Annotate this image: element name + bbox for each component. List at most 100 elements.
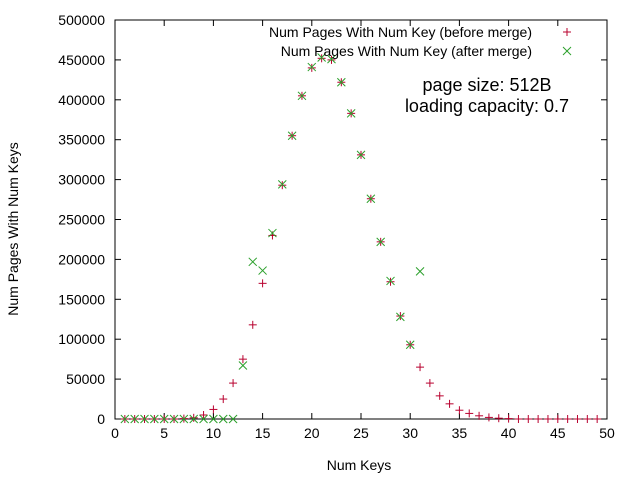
x-tick-label: 5 [160,425,168,441]
annotation-page-size: page size: 512B [422,75,551,95]
legend-marker-before-merge [563,28,571,36]
x-tick-label: 30 [402,425,418,441]
data-point [297,91,307,101]
data-point [307,62,317,72]
data-point [258,266,267,275]
y-tick-label: 500000 [58,12,105,28]
data-point [248,257,258,267]
x-tick-label: 20 [304,425,320,441]
data-point [159,414,169,424]
data-point [268,228,277,238]
series-layer [120,53,602,424]
data-point [307,63,316,72]
x-tick-label: 15 [255,425,271,441]
data-point [189,413,198,422]
data-point [386,277,395,286]
data-point [543,415,552,423]
data-point [189,414,199,424]
legend-marker-after-merge [562,46,572,56]
legend-marker-plus [563,28,571,36]
data-point [366,194,376,204]
x-tick-label: 50 [599,425,615,441]
y-tick-label: 450000 [58,52,105,68]
data-point [504,414,513,423]
axis-ticks [114,19,608,420]
data-point [445,399,454,408]
data-point [563,415,572,423]
legend-label-after-merge: Num Pages With Num Key (after merge) [281,43,532,59]
data-point [130,414,140,424]
data-point [475,411,484,420]
x-tick-label: 35 [452,425,468,441]
tick-labels: 0 5 10 15 20 25 30 35 40 45 50 0 50000 100000 150000 20… [58,12,615,441]
data-point [248,320,257,329]
data-point [278,181,287,190]
x-tick-label: 45 [550,425,566,441]
y-tick-label: 200000 [58,251,105,267]
annotation-loading-capacity: loading capacity: 0.7 [405,96,569,116]
series-after-merge [120,53,425,424]
data-point [514,415,523,423]
data-point [169,414,179,424]
data-point [120,414,130,424]
legend-label-before-merge: Num Pages With Num Key (before merge) [269,24,532,40]
y-axis-title: Num Pages With Num Keys [5,142,21,316]
data-point [573,415,582,423]
data-point [327,54,336,64]
data-point [238,355,247,364]
data-point [386,276,395,286]
data-point [376,237,386,247]
data-point [524,415,533,423]
data-point [238,361,248,370]
data-point [405,340,415,350]
data-point [199,411,208,420]
data-point [593,415,602,423]
data-point [416,363,425,372]
data-point [287,131,297,141]
x-axis-title: Num Keys [327,457,392,473]
data-point [336,77,346,87]
x-tick-label: 40 [501,425,517,441]
data-point [484,413,493,422]
y-tick-label: 300000 [58,172,105,188]
data-point [534,415,543,423]
x-tick-label: 10 [206,425,222,441]
data-point [277,180,287,189]
data-point [396,312,405,321]
data-point [435,391,444,400]
data-point [396,312,405,322]
data-point [218,414,228,424]
data-point [140,414,149,424]
y-tick-label: 400000 [58,92,105,108]
data-point [425,379,434,388]
data-point [219,395,228,404]
legend: Num Pages With Num Key (before merge) Nu… [269,24,572,59]
x-tick-label: 25 [353,425,369,441]
data-point [229,379,238,388]
data-point [494,414,503,423]
x-tick-label: 0 [111,425,119,441]
data-point [327,55,336,64]
data-point [179,414,189,424]
y-tick-label: 100000 [58,331,105,347]
y-tick-label: 0 [97,411,105,427]
data-point [199,414,208,424]
data-point [346,109,356,118]
data-point [150,414,159,424]
y-tick-label: 350000 [58,132,105,148]
data-point [465,409,474,418]
data-point [209,405,218,414]
data-point [317,53,326,62]
data-point [553,415,562,423]
data-point [415,267,425,276]
y-tick-label: 50000 [66,371,105,387]
y-tick-label: 250000 [58,212,105,228]
legend-marker-cross [562,46,572,56]
data-point [583,415,592,423]
data-point [228,414,238,424]
data-point [317,54,326,63]
data-point [455,406,464,415]
y-tick-label: 150000 [58,291,105,307]
data-point [258,279,267,288]
